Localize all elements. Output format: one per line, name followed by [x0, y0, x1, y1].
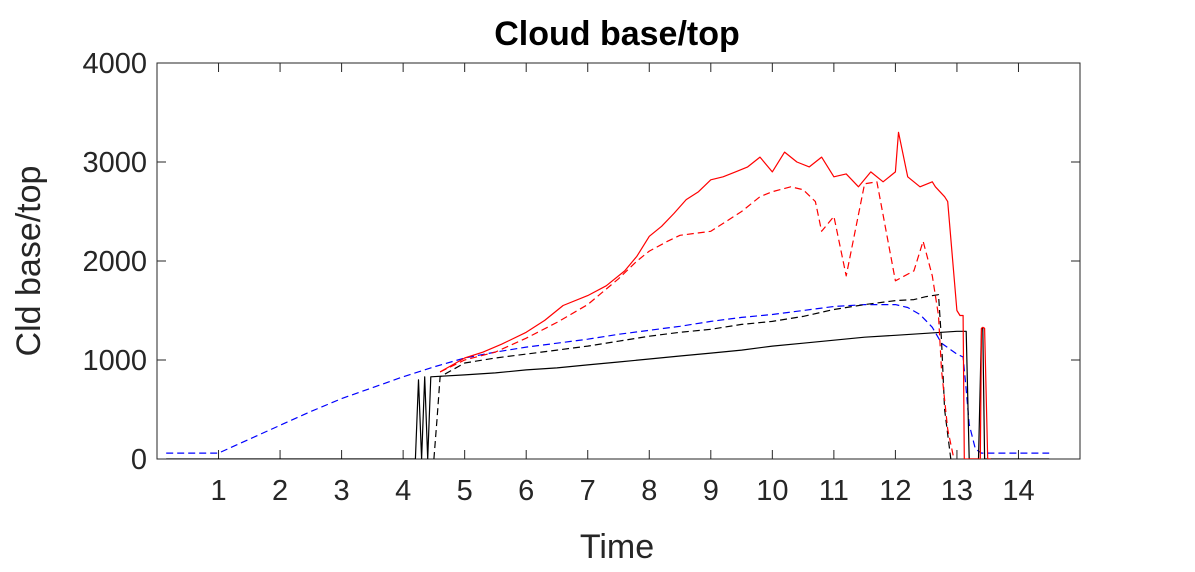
series-line-5	[439, 131, 991, 459]
x-tick-label: 7	[580, 475, 596, 507]
y-tick-label: 3000	[82, 147, 147, 179]
y-tick-label: 0	[131, 444, 147, 476]
x-tick-label: 1	[210, 475, 226, 507]
x-tick-label: 14	[1002, 475, 1034, 507]
series-line-3	[166, 327, 1050, 459]
plot-area	[156, 62, 1081, 460]
y-tick-label: 1000	[82, 345, 147, 377]
x-tick-label: 2	[272, 475, 288, 507]
x-axis-label: Time	[580, 528, 654, 566]
y-axis-label: Cld base/top	[10, 166, 48, 357]
x-tick-label: 4	[395, 475, 411, 507]
y-tick-label: 2000	[82, 246, 147, 278]
chart-title: Cloud base/top	[494, 15, 740, 53]
axis-ticks	[157, 62, 1080, 460]
y-tick-label: 4000	[82, 48, 147, 80]
x-tick-label: 9	[703, 475, 719, 507]
x-tick-label: 13	[941, 475, 973, 507]
x-tick-label: 3	[334, 475, 350, 507]
series-line-1	[166, 304, 1050, 454]
series-line-4	[439, 181, 955, 459]
x-tick-label: 10	[756, 475, 788, 507]
x-tick-label: 6	[518, 475, 534, 507]
series-group	[166, 131, 1050, 459]
x-tick-label: 11	[819, 475, 849, 507]
x-tick-label: 8	[641, 475, 657, 507]
series-line-2	[433, 294, 952, 459]
x-tick-label: 12	[879, 475, 911, 507]
x-tick-label: 5	[457, 475, 473, 507]
